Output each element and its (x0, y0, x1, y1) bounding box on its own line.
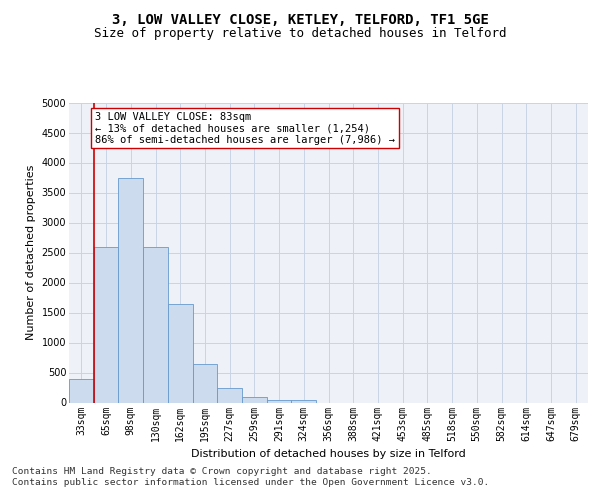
Bar (217, 388, 242, 402)
Y-axis label: Number of detached properties: Number of detached properties (26, 165, 36, 340)
Text: Size of property relative to detached houses in Telford: Size of property relative to detached ho… (94, 28, 506, 40)
Text: Contains HM Land Registry data © Crown copyright and database right 2025.
Contai: Contains HM Land Registry data © Crown c… (12, 468, 489, 487)
Bar (69, 379, 94, 402)
Bar (118, 178, 143, 402)
X-axis label: Distribution of detached houses by size in Telford: Distribution of detached houses by size … (191, 449, 466, 459)
Bar (94, 246, 118, 402)
Bar (242, 396, 267, 402)
Bar (292, 400, 316, 402)
Bar (267, 400, 292, 402)
Bar (143, 246, 168, 402)
Bar (193, 364, 217, 403)
Text: 3, LOW VALLEY CLOSE, KETLEY, TELFORD, TF1 5GE: 3, LOW VALLEY CLOSE, KETLEY, TELFORD, TF… (112, 12, 488, 26)
Text: 3 LOW VALLEY CLOSE: 83sqm
← 13% of detached houses are smaller (1,254)
86% of se: 3 LOW VALLEY CLOSE: 83sqm ← 13% of detac… (95, 112, 395, 144)
Bar (168, 304, 193, 402)
